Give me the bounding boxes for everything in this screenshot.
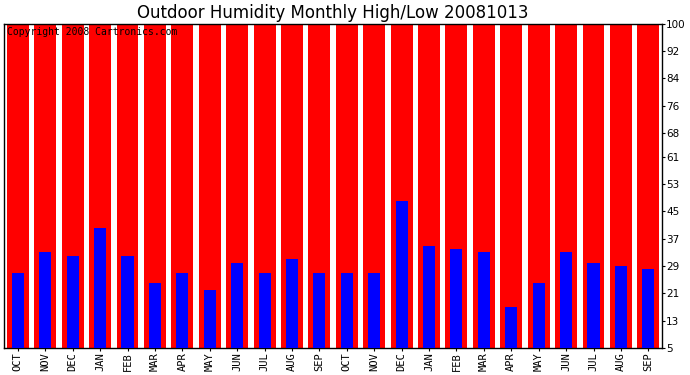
Bar: [67, 256, 79, 348]
Bar: [226, 7, 248, 348]
Bar: [642, 269, 654, 348]
Bar: [336, 7, 358, 348]
Bar: [144, 7, 166, 348]
Bar: [286, 259, 298, 348]
Bar: [171, 7, 193, 348]
Bar: [451, 249, 462, 348]
Bar: [61, 7, 83, 348]
Bar: [94, 228, 106, 348]
Bar: [587, 262, 600, 348]
Bar: [638, 7, 660, 348]
Bar: [473, 7, 495, 348]
Bar: [395, 201, 408, 348]
Bar: [478, 252, 490, 348]
Bar: [89, 7, 111, 348]
Bar: [34, 7, 57, 348]
Bar: [177, 273, 188, 348]
Bar: [368, 273, 380, 348]
Text: Copyright 2008 Cartronics.com: Copyright 2008 Cartronics.com: [8, 27, 178, 37]
Bar: [12, 273, 24, 348]
Bar: [313, 273, 326, 348]
Bar: [204, 290, 216, 348]
Bar: [117, 7, 139, 348]
Bar: [231, 262, 243, 348]
Bar: [281, 7, 303, 348]
Bar: [582, 7, 604, 348]
Bar: [39, 252, 51, 348]
Bar: [555, 7, 577, 348]
Bar: [7, 7, 29, 348]
Bar: [610, 7, 632, 348]
Bar: [423, 246, 435, 348]
Bar: [560, 252, 572, 348]
Bar: [149, 283, 161, 348]
Bar: [500, 7, 522, 348]
Bar: [121, 256, 134, 348]
Bar: [418, 7, 440, 348]
Bar: [363, 7, 385, 348]
Bar: [615, 266, 627, 348]
Bar: [446, 7, 467, 348]
Bar: [199, 7, 221, 348]
Bar: [254, 7, 275, 348]
Bar: [341, 273, 353, 348]
Bar: [391, 7, 413, 348]
Bar: [308, 7, 331, 348]
Title: Outdoor Humidity Monthly High/Low 20081013: Outdoor Humidity Monthly High/Low 200810…: [137, 4, 529, 22]
Bar: [533, 283, 544, 348]
Bar: [528, 7, 550, 348]
Bar: [505, 307, 518, 348]
Bar: [259, 273, 270, 348]
